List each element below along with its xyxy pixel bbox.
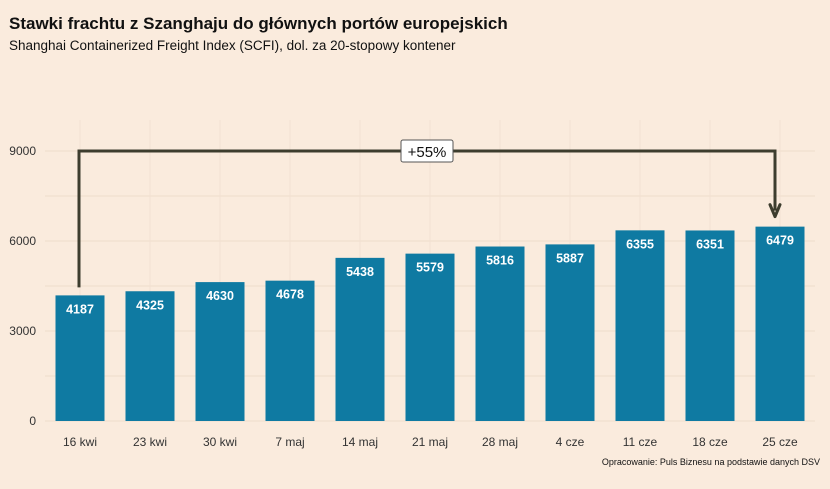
data-labels: 4187 4325 4630 4678 5438 5579 5816 5887 6355 6351… bbox=[66, 234, 794, 317]
bars bbox=[55, 226, 805, 421]
data-label: 6355 bbox=[626, 237, 654, 251]
data-label: 5816 bbox=[486, 254, 514, 268]
y-axis-ticks: 0 3000 6000 9000 bbox=[9, 144, 36, 428]
annotation-label: +55% bbox=[408, 144, 447, 161]
chart-title: Stawki frachtu z Szanghaju do głównych p… bbox=[9, 14, 508, 33]
data-label: 4678 bbox=[276, 288, 304, 302]
data-label: 5887 bbox=[556, 251, 584, 265]
x-tick-label: 4 cze bbox=[556, 435, 585, 449]
bar bbox=[405, 253, 455, 421]
y-tick-label: 3000 bbox=[9, 324, 36, 338]
bar bbox=[265, 280, 315, 421]
data-label: 4187 bbox=[66, 302, 94, 316]
bar bbox=[335, 257, 385, 421]
data-label: 5438 bbox=[346, 265, 374, 279]
x-tick-label: 18 cze bbox=[692, 435, 728, 449]
bar bbox=[615, 230, 665, 421]
data-label: 6479 bbox=[766, 234, 794, 248]
x-tick-label: 14 maj bbox=[342, 435, 378, 449]
x-axis-ticks: 16 kwi 23 kwi 30 kwi 7 maj 14 maj 21 maj 28 ma… bbox=[63, 435, 798, 449]
bar bbox=[125, 291, 175, 421]
y-tick-label: 0 bbox=[29, 414, 36, 428]
x-tick-label: 30 kwi bbox=[203, 435, 237, 449]
chart-subtitle: Shanghai Containerized Freight Index (SC… bbox=[9, 38, 456, 53]
bar bbox=[55, 295, 105, 421]
x-tick-label: 21 maj bbox=[412, 435, 448, 449]
x-tick-label: 23 kwi bbox=[133, 435, 167, 449]
source-note: Opracowanie: Puls Biznesu na podstawie d… bbox=[601, 457, 820, 467]
data-label: 4630 bbox=[206, 289, 234, 303]
x-tick-label: 16 kwi bbox=[63, 435, 97, 449]
y-tick-label: 9000 bbox=[9, 144, 36, 158]
change-annotation: +55% bbox=[77, 139, 782, 288]
x-tick-label: 25 cze bbox=[762, 435, 798, 449]
bar bbox=[475, 246, 525, 421]
x-tick-label: 7 maj bbox=[275, 435, 304, 449]
data-label: 4325 bbox=[136, 298, 164, 312]
annotation-arrowhead bbox=[768, 203, 782, 219]
bar bbox=[755, 226, 805, 421]
annotation-box bbox=[400, 139, 454, 163]
data-label: 6351 bbox=[696, 237, 724, 251]
bar bbox=[195, 282, 245, 421]
x-tick-label: 11 cze bbox=[623, 435, 658, 449]
bar bbox=[545, 244, 595, 421]
bar bbox=[685, 230, 735, 421]
y-tick-label: 6000 bbox=[9, 234, 36, 248]
x-tick-label: 28 maj bbox=[482, 435, 518, 449]
data-label: 5579 bbox=[416, 261, 444, 275]
